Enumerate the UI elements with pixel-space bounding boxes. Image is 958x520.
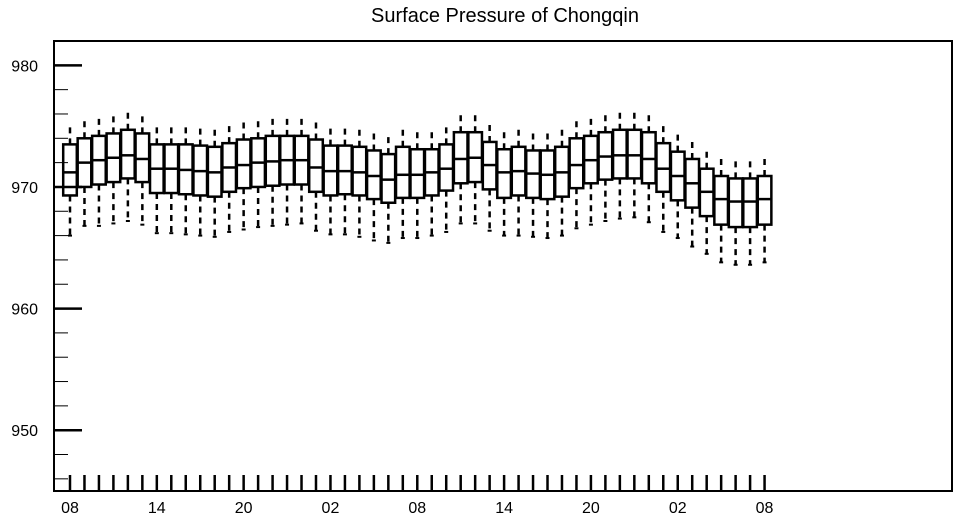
y-tick-label: 980 — [11, 58, 38, 75]
iqr-box — [394, 145, 411, 200]
box-22 — [380, 134, 397, 244]
box-12 — [235, 120, 252, 231]
chart-title: Surface Pressure of Chongqin — [371, 5, 639, 27]
y-axis: 950 960 970 980 — [11, 58, 82, 480]
box-17 — [307, 121, 325, 232]
box-20 — [351, 127, 368, 238]
box-43 — [684, 139, 701, 248]
box-14 — [264, 116, 281, 227]
box-13 — [250, 117, 267, 229]
box-6 — [148, 123, 165, 235]
x-tick-label: 02 — [669, 500, 687, 517]
box-4 — [119, 109, 136, 222]
box-3 — [105, 111, 122, 225]
box-2 — [90, 113, 107, 227]
box-9 — [192, 126, 209, 237]
box-35 — [568, 120, 585, 230]
x-tick-label: 20 — [235, 500, 253, 517]
box-19 — [336, 126, 353, 236]
box-28 — [467, 111, 484, 225]
x-tick-label: 08 — [756, 500, 774, 517]
x-tick-label: 02 — [322, 500, 340, 517]
box-47 — [742, 157, 759, 266]
iqr-box — [307, 138, 325, 194]
box-29 — [481, 121, 498, 232]
box-1 — [76, 116, 93, 227]
box-25 — [423, 128, 440, 237]
plot-frame — [53, 40, 953, 492]
box-8 — [177, 124, 194, 236]
box-30 — [496, 128, 513, 237]
x-tick-label: 20 — [582, 500, 600, 517]
iqr-box — [568, 137, 585, 190]
y-tick-label: 960 — [11, 302, 38, 319]
x-tick-label: 08 — [61, 500, 79, 517]
box-26 — [438, 123, 455, 233]
box-45 — [713, 155, 730, 264]
box-44 — [698, 148, 715, 255]
box-11 — [221, 123, 238, 233]
box-15 — [279, 115, 296, 226]
box-46 — [727, 158, 744, 266]
x-axis: 08 14 20 02 08 14 20 02 08 — [61, 475, 774, 517]
y-tick-label: 950 — [11, 423, 38, 440]
box-series — [61, 109, 773, 266]
box-48 — [756, 155, 773, 264]
box-7 — [163, 123, 180, 235]
box-34 — [553, 127, 571, 237]
y-tick-label: 970 — [11, 180, 38, 197]
x-tick-label: 14 — [495, 500, 513, 517]
box-41 — [655, 123, 672, 233]
box-18 — [322, 126, 339, 236]
box-32 — [524, 129, 542, 238]
x-tick-label: 08 — [408, 500, 426, 517]
x-tick-label: 14 — [148, 500, 166, 517]
box-0 — [61, 126, 79, 237]
box-31 — [510, 127, 527, 237]
box-39 — [626, 109, 643, 219]
box-24 — [409, 129, 426, 240]
box-23 — [394, 128, 411, 240]
box-27 — [452, 112, 469, 225]
box-16 — [293, 115, 310, 225]
box-36 — [582, 115, 599, 226]
box-38 — [611, 109, 628, 220]
box-21 — [365, 131, 382, 242]
box-5 — [134, 112, 151, 226]
box-42 — [669, 131, 686, 240]
box-33 — [539, 131, 556, 240]
box-10 — [206, 127, 223, 238]
box-37 — [597, 111, 614, 222]
box-40 — [640, 112, 657, 224]
